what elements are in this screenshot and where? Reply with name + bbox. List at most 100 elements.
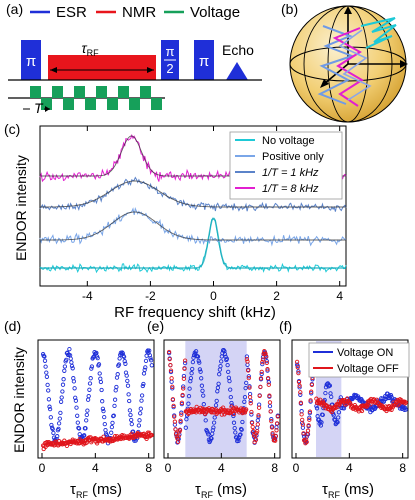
rabi-point [274,421,280,426]
rabi-point [85,408,90,413]
rabi-point [195,354,201,359]
rabi-point [166,349,172,355]
rabi-point [240,419,245,425]
panel-d-plot: 0 4 8 [39,346,154,475]
rabi-point [47,404,52,409]
rabi-point [175,439,181,444]
rabi-point [168,368,174,373]
rabi-point [314,406,320,411]
panel-c-plot-frame [39,125,347,287]
rabi-point [170,384,175,389]
rabi-point [139,398,144,403]
rabi-point [227,378,232,384]
rabi-point [303,437,309,442]
rabi-point [76,426,82,431]
panel-b: (b) [281,1,408,123]
rabi-point [271,434,276,439]
rabi-point [242,394,248,400]
rabi-point [209,436,214,441]
bloch-axis-y-head [400,60,408,68]
rabi-point [60,389,65,394]
rabi-point [224,356,230,361]
rabi-xtick-label: 4 [346,461,353,475]
rabi-point [100,406,106,411]
rabi-point [89,364,95,369]
rabi-point [168,369,174,375]
rabi-point [181,384,186,389]
rabi-point [139,393,145,398]
bloch-axis-z-head [344,6,352,14]
rabi-point [255,422,260,427]
voltage-pulse-down [107,98,118,110]
rabi-point [58,410,63,416]
rabi-point [46,397,52,402]
rabi-point [274,428,279,433]
trajectory-cyan [360,17,397,49]
rabi-point [244,380,249,386]
rabi-point [214,398,219,404]
rabi-point [172,422,178,427]
rabi-point [331,413,336,418]
rabi-point [335,420,340,425]
rabi-point [83,426,88,431]
rabi-point [245,359,250,364]
rabi-point [228,394,233,400]
rabi-point [233,430,238,435]
rabi-point [116,362,122,367]
rabi-point [47,406,53,412]
rabi-point [74,405,79,410]
rabi-point [115,372,120,377]
period-arrowhead [45,106,50,112]
rabi-point [273,438,278,443]
rabi-point [100,399,105,404]
rabi-point [298,400,304,405]
rabi-point [310,377,315,382]
rabi-point [86,393,91,399]
rabi-point [179,410,184,415]
rabi-point [307,409,313,414]
panel-e-plot: 0 4 8 [165,341,280,475]
c-series-0-fit [40,217,346,269]
rabi-point [128,412,133,418]
rabi-point [260,361,265,367]
rabi-point [67,346,72,352]
rabi-point [42,358,48,363]
rabi-point [182,358,188,363]
panel-f-label: (f) [279,318,292,334]
rabi-point [294,359,300,365]
panel-c-label: (c) [4,121,20,137]
rabi-point [49,422,54,428]
trajectory-blue-2 [338,29,372,101]
esr-pi-pulse-2 [194,40,214,80]
rabi-xtick-label: 8 [145,461,152,475]
rabi-point [304,439,309,445]
rabi-point [177,428,183,433]
rabi-point [149,363,154,368]
rabi-point [222,351,228,357]
panel-a: (a) ESR NMR Voltage π τRF π 2 π Echo [6,1,262,116]
rabi-point [148,358,154,363]
rabi-point [129,421,134,427]
rabi-point [306,423,311,428]
rabi-point [249,412,254,417]
esr-pi-half-den: 2 [166,61,173,76]
tau-rf-arrow-left [50,67,57,73]
panel-f-legend-box [308,342,410,378]
rabi-point [125,383,131,388]
rabi-point [190,366,195,372]
rabi-point [117,356,122,361]
rabi-point [55,434,60,439]
rabi-point [87,381,93,386]
rabi-point [247,394,253,400]
rabi-xtick-label: 8 [399,461,406,475]
rabi-point [403,407,408,412]
rabi-point [210,428,215,433]
rabi-point [231,413,236,419]
rabi-point [305,428,311,433]
rabi-point [251,428,256,434]
echo-triangle [226,62,248,80]
rabi-point [389,395,394,400]
rabi-point [197,367,203,372]
rabi-point [211,425,216,430]
rabi-point [88,376,93,381]
